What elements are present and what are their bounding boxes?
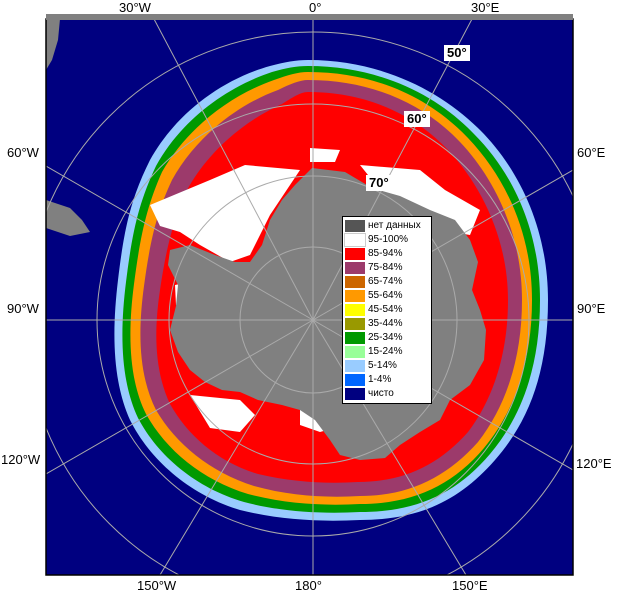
- legend-label: 65-74%: [368, 276, 403, 287]
- legend-swatch: [345, 220, 365, 232]
- lon-label-150w: 150°W: [137, 578, 177, 593]
- legend-item: 75-84%: [345, 262, 431, 274]
- lon-label-60w: 60°W: [7, 145, 39, 160]
- legend-label: 1-4%: [368, 374, 392, 385]
- legend-swatch: [344, 233, 366, 247]
- ice-patch-95-100: [190, 395, 255, 432]
- lon-label-90w: 90°W: [7, 301, 39, 316]
- legend-swatch: [345, 332, 365, 344]
- legend-swatch: [345, 304, 365, 316]
- legend-item: 85-94%: [345, 248, 431, 260]
- legend-item: 45-54%: [345, 304, 431, 316]
- legend-label: 5-14%: [368, 360, 397, 371]
- legend-swatch: [345, 374, 365, 386]
- legend-swatch: [345, 290, 365, 302]
- lon-label-150e: 150°E: [452, 578, 488, 593]
- legend-swatch: [345, 262, 365, 274]
- legend-swatch: [345, 346, 365, 358]
- ice-patch-95-100: [150, 165, 300, 262]
- legend-item: 5-14%: [345, 360, 431, 372]
- lon-label-30w: 30°W: [119, 0, 151, 15]
- legend: нет данных 95-100% 85-94% 75-84% 65-74% 55-64…: [342, 216, 432, 404]
- ice-patch-95-100: [310, 148, 340, 162]
- lat-label-50: 50°: [444, 45, 470, 61]
- legend-label: 95-100%: [368, 234, 409, 245]
- legend-swatch: [345, 388, 365, 400]
- legend-item: 25-34%: [345, 332, 431, 344]
- legend-item: чисто: [345, 388, 431, 400]
- legend-swatch: [345, 318, 365, 330]
- lon-label-0: 0°: [309, 0, 322, 15]
- lon-label-90e: 90°E: [577, 301, 606, 316]
- legend-label: 75-84%: [368, 262, 403, 273]
- top-bar: [46, 14, 573, 20]
- legend-label: 55-64%: [368, 290, 403, 301]
- legend-item: 1-4%: [345, 374, 431, 386]
- legend-item: 65-74%: [345, 276, 431, 288]
- graticule: [46, 19, 573, 575]
- legend-item: нет данных: [345, 220, 431, 232]
- lat-label-70: 70°: [366, 175, 392, 191]
- legend-item: 15-24%: [345, 346, 431, 358]
- lon-label-120e: 120°E: [576, 456, 612, 471]
- legend-swatch: [345, 276, 365, 288]
- lon-label-120w: 120°W: [1, 452, 41, 467]
- lon-label-30e: 30°E: [471, 0, 500, 15]
- lat-label-60: 60°: [404, 111, 430, 127]
- land-fragment: [46, 200, 90, 236]
- legend-label: 85-94%: [368, 248, 403, 259]
- legend-label: чисто: [368, 388, 394, 399]
- legend-item: 55-64%: [345, 290, 431, 302]
- legend-label: 35-44%: [368, 318, 403, 329]
- lon-label-60e: 60°E: [577, 145, 606, 160]
- legend-label: 45-54%: [368, 304, 403, 315]
- legend-label: 25-34%: [368, 332, 403, 343]
- legend-label: 15-24%: [368, 346, 403, 357]
- legend-label: нет данных: [368, 220, 421, 231]
- legend-swatch: [345, 248, 365, 260]
- lon-label-180: 180°: [295, 578, 322, 593]
- land-fragment: [46, 19, 60, 70]
- legend-item: 35-44%: [345, 318, 431, 330]
- legend-swatch: [345, 360, 365, 372]
- legend-item: 95-100%: [344, 233, 431, 247]
